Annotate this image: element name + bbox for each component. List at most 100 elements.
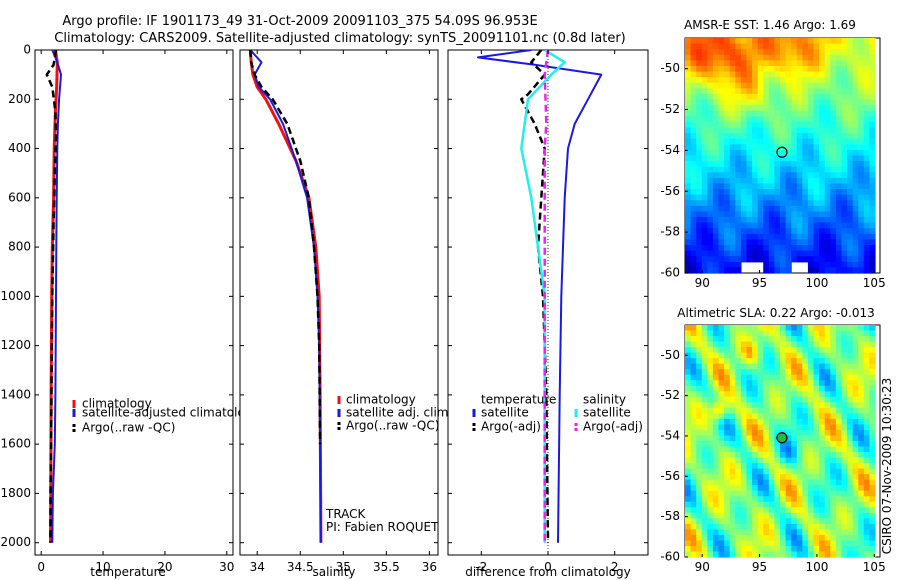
heatmap-cell [746, 138, 753, 145]
heatmap-cell [869, 54, 876, 61]
heatmap-cell [740, 325, 748, 332]
heatmap-cell [690, 166, 697, 173]
heatmap-cell [847, 105, 854, 112]
heatmap-cell [830, 166, 837, 173]
heatmap-cell [707, 189, 714, 196]
heatmap-cell [774, 228, 781, 235]
heatmap-cell [718, 71, 725, 78]
heatmap-cell [701, 166, 708, 173]
heatmap-cell [863, 380, 871, 387]
heatmap-cell [819, 261, 826, 269]
heatmap-cell [796, 336, 803, 343]
heatmap-cell [824, 336, 831, 343]
heatmap-cell [835, 446, 843, 453]
heatmap-cell [707, 457, 714, 464]
heatmap-cell [852, 490, 859, 497]
heatmap-cell [752, 363, 759, 370]
heatmap-cell [785, 424, 792, 431]
heatmap-cell [768, 82, 776, 89]
heatmap-cell [807, 474, 815, 481]
heatmap-cell [768, 341, 776, 348]
y-tick-label: -50 [660, 61, 680, 75]
heatmap-cell [841, 110, 848, 117]
heatmap-cell [802, 116, 809, 123]
heatmap-cell [746, 228, 753, 235]
heatmap-cell [712, 468, 720, 475]
heatmap-cell [724, 189, 731, 196]
heatmap-cell [785, 507, 792, 514]
heatmap-cell [819, 200, 826, 207]
heatmap-cell [724, 452, 731, 459]
heatmap-cell [807, 490, 815, 497]
heatmap-cell [729, 396, 736, 403]
heatmap-cell [824, 452, 831, 459]
heatmap-cell [685, 166, 692, 173]
heatmap-cell [785, 518, 792, 525]
heatmap-cell [707, 38, 714, 45]
heatmap-cell [807, 435, 815, 442]
heatmap-cell [746, 256, 753, 263]
heatmap-cell [724, 435, 731, 442]
heatmap-cell [696, 529, 703, 536]
heatmap-cell [802, 228, 809, 235]
heatmap-cell [746, 402, 753, 409]
heatmap-cell [785, 250, 792, 257]
heatmap-cell [685, 441, 692, 448]
heatmap-cell [807, 485, 815, 492]
heatmap-cell [841, 424, 848, 431]
heatmap-cell [847, 233, 854, 241]
heatmap-cell [701, 369, 708, 376]
heatmap-cell [712, 183, 720, 190]
heatmap-cell [707, 523, 714, 530]
heatmap-cell [780, 325, 787, 332]
heatmap-cell [813, 490, 820, 497]
heatmap-cell [774, 551, 781, 558]
heatmap-cell [746, 183, 753, 190]
heatmap-cell [847, 144, 854, 151]
heatmap-cell [852, 121, 859, 129]
heatmap-cell [696, 217, 703, 224]
heatmap-cell [718, 144, 725, 151]
heatmap-cell [757, 183, 764, 190]
heatmap-cell [807, 534, 815, 542]
heatmap-cell [847, 490, 854, 497]
heatmap-cell [791, 463, 798, 470]
x-tick-label: -2 [475, 560, 487, 574]
heatmap-cell [835, 325, 843, 332]
heatmap-cell [847, 325, 854, 332]
heatmap-cell [690, 369, 697, 376]
heatmap-cell [724, 261, 731, 269]
heatmap-cell [819, 523, 826, 530]
heatmap-cell [830, 239, 837, 246]
heatmap-cell [740, 336, 748, 343]
heatmap-cell [780, 138, 787, 145]
heatmap-cell [735, 205, 742, 213]
heatmap-cell [707, 545, 714, 553]
heatmap-cell [869, 385, 876, 392]
heatmap-cell [780, 518, 787, 525]
heatmap-cell [729, 88, 736, 95]
heatmap-cell [869, 65, 876, 73]
heatmap-cell [796, 77, 803, 84]
heatmap-cell [763, 110, 770, 117]
heatmap-cell [768, 418, 776, 426]
heatmap-cell [835, 121, 843, 129]
heatmap-cell [740, 523, 748, 530]
heatmap-cell [701, 452, 708, 459]
heatmap-cell [690, 222, 697, 229]
heatmap-cell [869, 43, 876, 50]
heatmap-cell [835, 200, 843, 207]
heatmap-cell [768, 540, 776, 547]
heatmap-cell [869, 228, 876, 235]
heatmap-cell [852, 189, 859, 196]
heatmap-cell [830, 105, 837, 112]
heatmap-cell [740, 485, 748, 492]
heatmap-cell [696, 468, 703, 475]
heatmap-cell [746, 479, 753, 486]
heatmap-cell [869, 110, 876, 117]
heatmap-cell [813, 127, 820, 134]
y-tick-label: -54 [660, 143, 680, 157]
heatmap-cell [863, 77, 871, 84]
heatmap-cell [763, 177, 770, 185]
heatmap-cell [841, 446, 848, 453]
